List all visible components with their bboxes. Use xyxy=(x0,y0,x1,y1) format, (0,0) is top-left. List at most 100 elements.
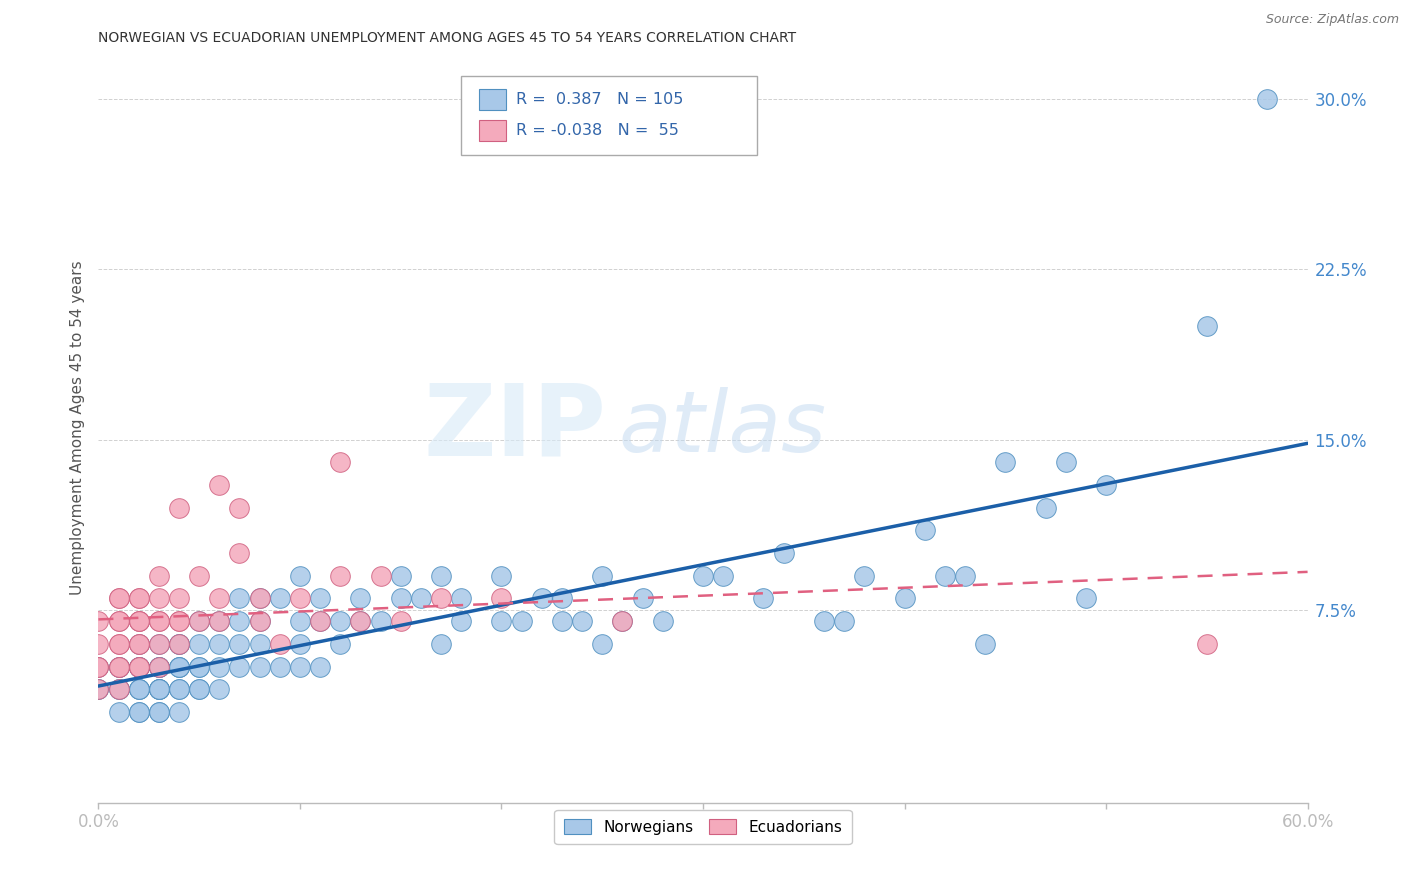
Point xyxy=(953,568,976,582)
Point xyxy=(430,637,453,651)
Point xyxy=(87,682,110,697)
Point xyxy=(148,682,170,697)
Point xyxy=(148,614,170,628)
Point xyxy=(309,659,332,673)
Point xyxy=(148,659,170,673)
Point xyxy=(188,659,211,673)
Point xyxy=(1195,318,1218,333)
Point xyxy=(914,524,936,538)
Point xyxy=(249,614,271,628)
Point xyxy=(107,682,129,697)
Point xyxy=(167,705,190,719)
Point xyxy=(128,591,150,606)
Point xyxy=(288,637,311,651)
Point xyxy=(711,568,734,582)
Point xyxy=(349,591,371,606)
Point xyxy=(430,568,453,582)
Point xyxy=(167,637,190,651)
Point xyxy=(309,614,332,628)
Point xyxy=(1256,92,1278,106)
Point xyxy=(148,591,170,606)
Point xyxy=(167,614,190,628)
Point xyxy=(551,614,574,628)
Point xyxy=(167,659,190,673)
Point xyxy=(128,659,150,673)
Point xyxy=(128,614,150,628)
Point xyxy=(249,591,271,606)
Point xyxy=(208,614,231,628)
Point xyxy=(994,455,1017,469)
Point xyxy=(269,591,291,606)
Point xyxy=(167,659,190,673)
Point xyxy=(651,614,673,628)
Point xyxy=(612,614,634,628)
Point xyxy=(128,682,150,697)
Point xyxy=(167,637,190,651)
Point xyxy=(87,682,110,697)
Point xyxy=(208,682,231,697)
Point xyxy=(228,546,250,560)
Point xyxy=(128,637,150,651)
Point xyxy=(107,659,129,673)
Point xyxy=(107,614,129,628)
Point xyxy=(389,614,412,628)
Point xyxy=(893,591,915,606)
Point xyxy=(430,591,453,606)
Point xyxy=(530,591,553,606)
Bar xyxy=(479,120,506,141)
Point xyxy=(409,591,432,606)
Point xyxy=(107,637,129,651)
Point xyxy=(288,568,311,582)
Point xyxy=(87,637,110,651)
Text: NORWEGIAN VS ECUADORIAN UNEMPLOYMENT AMONG AGES 45 TO 54 YEARS CORRELATION CHART: NORWEGIAN VS ECUADORIAN UNEMPLOYMENT AMO… xyxy=(98,31,797,45)
Point xyxy=(228,591,250,606)
Point xyxy=(329,637,352,651)
Text: R = -0.038   N =  55: R = -0.038 N = 55 xyxy=(516,123,679,138)
Point xyxy=(491,614,513,628)
Point xyxy=(128,705,150,719)
Text: atlas: atlas xyxy=(619,386,827,470)
Point xyxy=(128,614,150,628)
Point xyxy=(188,614,211,628)
Text: Source: ZipAtlas.com: Source: ZipAtlas.com xyxy=(1265,13,1399,27)
Point xyxy=(853,568,876,582)
Point xyxy=(167,682,190,697)
Point xyxy=(1195,637,1218,651)
Point xyxy=(148,705,170,719)
Point xyxy=(148,614,170,628)
Point xyxy=(1095,478,1118,492)
Point xyxy=(228,500,250,515)
Point xyxy=(188,637,211,651)
Point xyxy=(329,568,352,582)
Point xyxy=(107,659,129,673)
Point xyxy=(329,455,352,469)
Bar xyxy=(479,88,506,110)
Point xyxy=(188,568,211,582)
Point xyxy=(208,614,231,628)
Point xyxy=(148,659,170,673)
Point xyxy=(389,568,412,582)
Point xyxy=(148,682,170,697)
Point xyxy=(128,614,150,628)
Point xyxy=(491,591,513,606)
Point xyxy=(208,591,231,606)
Point xyxy=(1074,591,1097,606)
Point xyxy=(148,568,170,582)
Point xyxy=(491,568,513,582)
Text: ZIP: ZIP xyxy=(423,380,606,476)
Point xyxy=(370,568,392,582)
Y-axis label: Unemployment Among Ages 45 to 54 years: Unemployment Among Ages 45 to 54 years xyxy=(69,260,84,596)
Point xyxy=(692,568,714,582)
Point xyxy=(269,637,291,651)
Point xyxy=(228,637,250,651)
Point xyxy=(148,659,170,673)
FancyBboxPatch shape xyxy=(461,76,758,154)
Point xyxy=(87,614,110,628)
Point xyxy=(107,614,129,628)
Point xyxy=(551,591,574,606)
Point xyxy=(1035,500,1057,515)
Point xyxy=(87,659,110,673)
Point xyxy=(208,478,231,492)
Point xyxy=(370,614,392,628)
Point xyxy=(772,546,794,560)
